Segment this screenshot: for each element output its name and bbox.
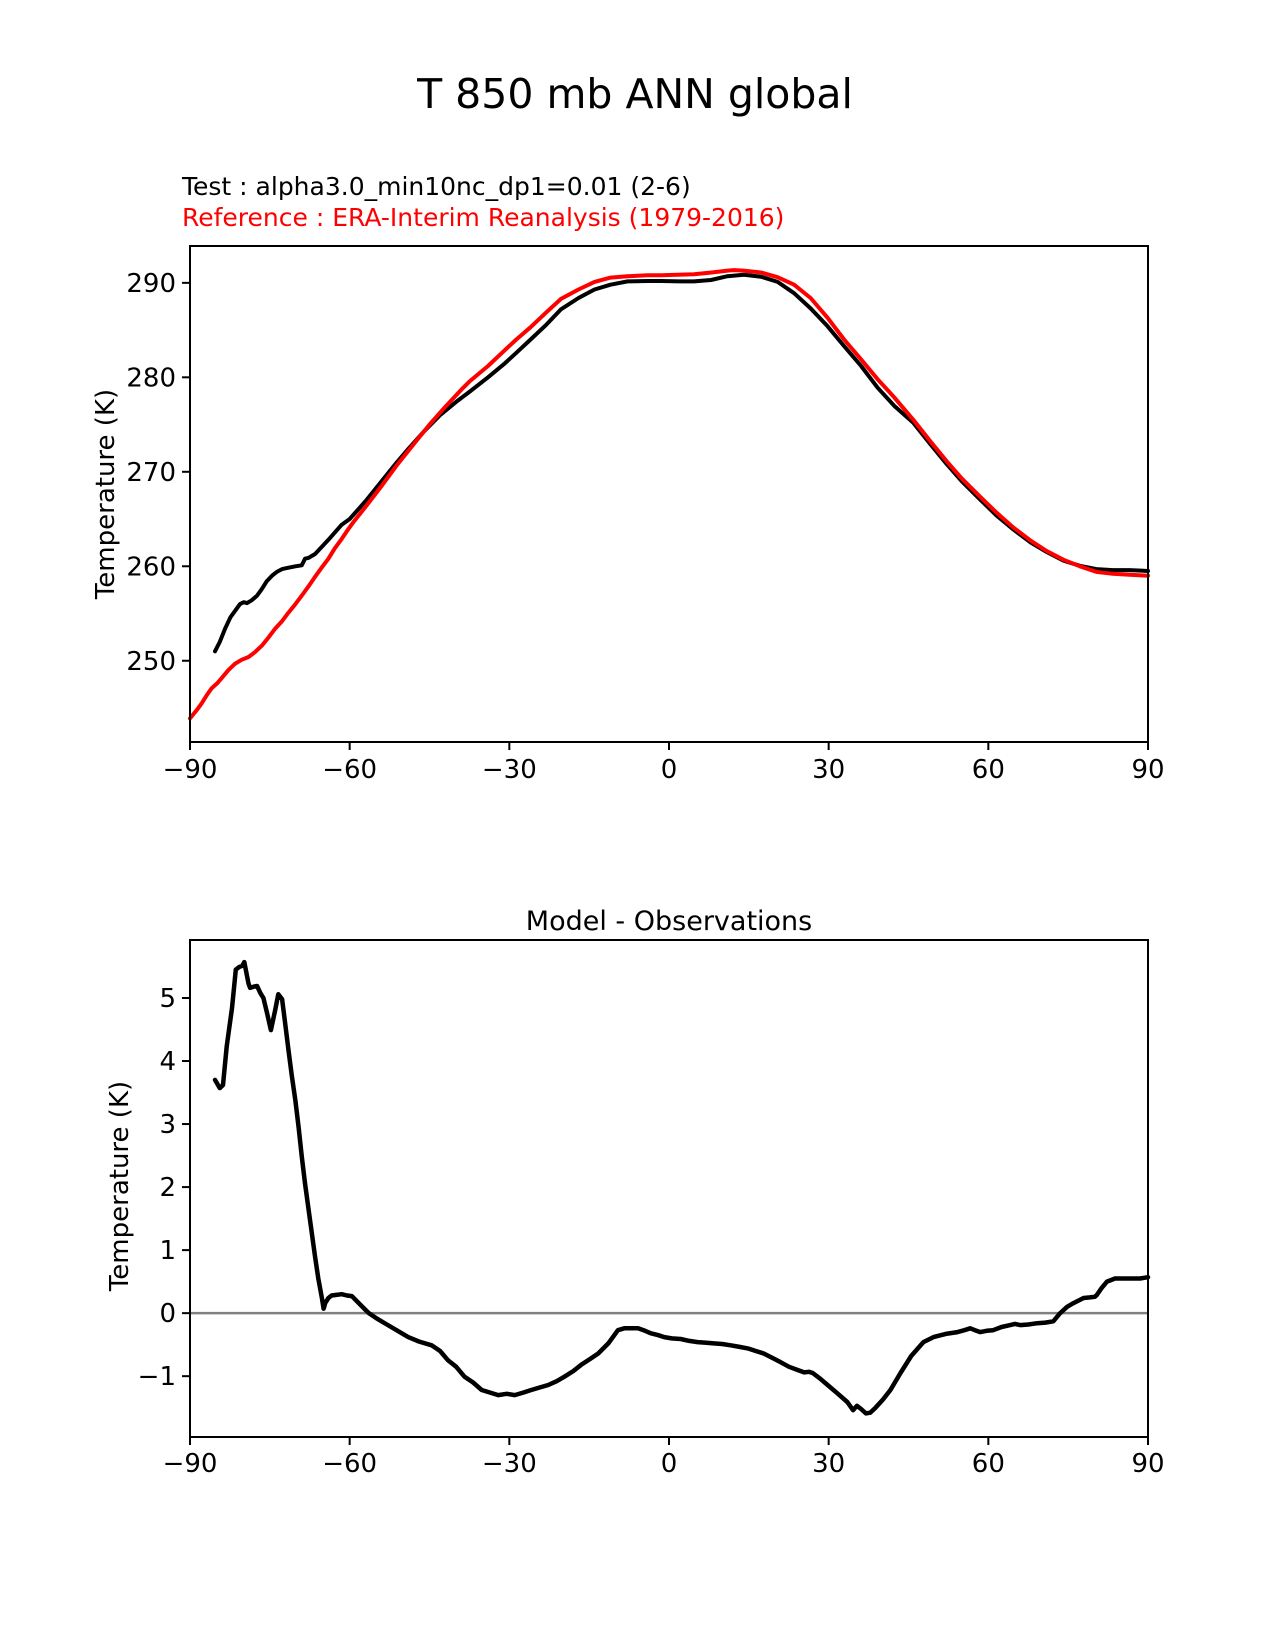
y-tick-label: −1 — [138, 1362, 176, 1392]
x-tick-label: 60 — [972, 755, 1005, 785]
y-tick-label: 290 — [126, 269, 176, 299]
x-tick-label: −90 — [163, 755, 218, 785]
reference-series-label: Reference : ERA-Interim Reanalysis (1979… — [182, 203, 785, 232]
y-tick-label: 260 — [126, 552, 176, 582]
x-tick-label: −30 — [482, 755, 537, 785]
y-tick-label: 1 — [159, 1236, 176, 1266]
series-reference-curve — [188, 268, 1150, 721]
y-tick-label: 0 — [159, 1299, 176, 1329]
x-tick-label: −90 — [163, 1449, 218, 1479]
plot-border — [189, 245, 1149, 743]
x-tick-label: 0 — [661, 1449, 678, 1479]
figure-title: T 850 mb ANN global — [417, 70, 853, 118]
x-tick-label: 30 — [812, 1449, 845, 1479]
bottom-plot-title: Model - Observations — [525, 906, 813, 937]
series-model-observations-curve — [212, 959, 1151, 1416]
y-tick-label: 5 — [159, 984, 176, 1014]
test-series-label: Test : alpha3.0_min10nc_dp1=0.01 (2-6) — [182, 172, 691, 201]
x-tick-label: 0 — [661, 755, 678, 785]
y-tick-label: 250 — [126, 647, 176, 677]
plot-border — [189, 939, 1149, 1438]
x-tick-label: 60 — [972, 1449, 1005, 1479]
x-tick-label: 90 — [1131, 1449, 1164, 1479]
x-tick-label: −60 — [322, 755, 377, 785]
y-tick-label: 4 — [159, 1047, 176, 1077]
y-tick-label: 280 — [126, 363, 176, 393]
y-tick-label: 3 — [159, 1110, 176, 1140]
x-tick-label: −60 — [322, 1449, 377, 1479]
y-tick-label: 270 — [126, 458, 176, 488]
x-tick-label: 90 — [1131, 755, 1164, 785]
y-tick-label: 2 — [159, 1173, 176, 1203]
x-tick-label: 30 — [812, 755, 845, 785]
x-tick-label: −30 — [482, 1449, 537, 1479]
series-test-curve — [213, 272, 1150, 654]
